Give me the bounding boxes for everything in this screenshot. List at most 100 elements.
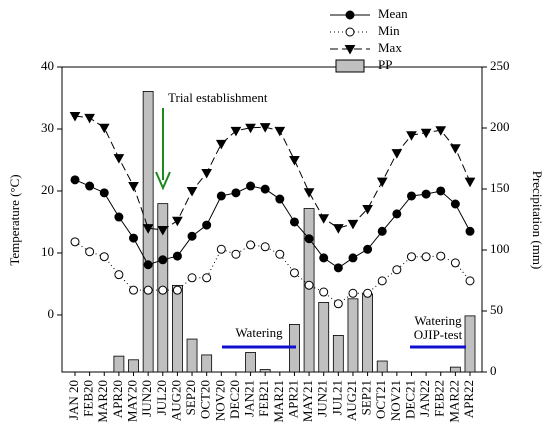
y2-tick-label: 0 xyxy=(490,363,497,378)
marker xyxy=(289,268,299,278)
marker xyxy=(362,204,373,215)
marker xyxy=(377,276,387,286)
plot-frame xyxy=(61,66,483,373)
y2-tick-label: 150 xyxy=(490,180,510,195)
marker xyxy=(289,155,300,166)
marker xyxy=(406,252,416,262)
marker xyxy=(275,194,285,204)
x-tick-label: MAY21 xyxy=(300,380,315,422)
marker xyxy=(246,181,256,191)
marker xyxy=(318,214,330,224)
y-tick-label: 10 xyxy=(41,244,54,259)
bar xyxy=(245,352,256,373)
marker xyxy=(450,144,461,154)
legend-marker xyxy=(345,10,355,20)
marker xyxy=(464,177,476,188)
marker xyxy=(348,288,358,298)
marker xyxy=(303,188,315,198)
y2-tick-label: 100 xyxy=(490,241,510,256)
bar xyxy=(113,355,125,373)
marker xyxy=(348,253,358,263)
marker xyxy=(216,191,226,201)
legend-marker xyxy=(345,27,355,37)
marker xyxy=(85,247,95,257)
marker xyxy=(332,224,344,234)
marker xyxy=(230,126,242,137)
legend-label: Max xyxy=(378,40,402,55)
bar xyxy=(259,369,271,373)
x-tick-label: MAR21 xyxy=(271,380,286,423)
y-tick-label: 0 xyxy=(48,306,55,321)
marker xyxy=(420,128,432,139)
marker xyxy=(363,288,373,298)
bar xyxy=(376,360,388,373)
marker xyxy=(187,231,197,241)
marker xyxy=(246,240,256,250)
y2-axis-label: Precipitation (mm) xyxy=(530,171,545,270)
marker xyxy=(129,233,139,243)
x-tick-label: JAN21 xyxy=(242,380,257,417)
bar xyxy=(128,359,139,373)
marker xyxy=(333,263,343,273)
marker xyxy=(259,123,271,133)
x-tick-label: MAR20 xyxy=(95,380,110,423)
marker xyxy=(392,265,402,275)
legend-label: Min xyxy=(378,23,400,38)
marker xyxy=(70,175,80,185)
marker xyxy=(158,285,168,295)
marker xyxy=(392,209,402,219)
marker xyxy=(436,186,446,196)
marker xyxy=(114,212,124,222)
marker xyxy=(113,154,125,164)
legend-marker xyxy=(344,45,356,55)
marker xyxy=(187,273,197,283)
line xyxy=(74,115,471,231)
x-tick-label: OCT20 xyxy=(198,380,213,419)
x-tick-label: DEC20 xyxy=(227,380,242,419)
legend-swatch xyxy=(335,59,365,73)
x-tick-label: JAN22 xyxy=(417,380,432,417)
legend-label: PP xyxy=(378,57,392,72)
marker xyxy=(363,244,373,254)
bar xyxy=(318,302,330,373)
bar xyxy=(449,366,461,373)
bar xyxy=(362,293,373,373)
marker xyxy=(142,224,154,234)
x-tick-label: APR20 xyxy=(110,380,125,418)
legend-label: Mean xyxy=(378,6,408,21)
y2-tick-label: 50 xyxy=(490,302,503,317)
marker xyxy=(98,123,110,134)
marker xyxy=(333,299,343,309)
marker xyxy=(202,220,212,230)
line xyxy=(74,179,471,269)
marker xyxy=(172,216,183,227)
marker xyxy=(215,139,227,150)
marker xyxy=(319,253,329,263)
marker xyxy=(143,285,153,295)
marker xyxy=(172,251,182,261)
watering-ojip-annotation: OJIP-test xyxy=(414,327,463,342)
marker xyxy=(260,242,270,252)
marker xyxy=(465,226,475,236)
bar xyxy=(303,208,315,373)
marker xyxy=(289,217,299,227)
marker xyxy=(129,285,139,295)
x-tick-label: JUL20 xyxy=(154,380,169,415)
marker xyxy=(202,273,212,283)
x-tick-label: OCT21 xyxy=(373,380,388,419)
x-tick-label: SEP21 xyxy=(359,380,374,415)
marker xyxy=(377,226,387,236)
marker xyxy=(114,270,124,280)
marker xyxy=(406,191,416,201)
marker xyxy=(376,177,388,188)
bar xyxy=(332,334,344,373)
marker xyxy=(245,123,256,134)
y-axis-label: Temperature (°C) xyxy=(7,174,22,265)
marker xyxy=(201,169,213,179)
marker xyxy=(450,199,460,209)
marker xyxy=(231,188,241,198)
bar xyxy=(464,315,476,373)
x-tick-label: MAY20 xyxy=(125,380,140,422)
watering-annotation: Watering xyxy=(235,325,283,340)
